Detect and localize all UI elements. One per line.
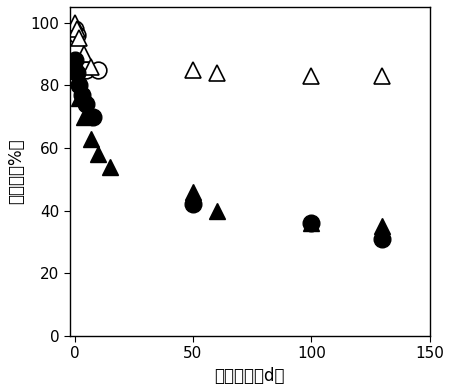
Y-axis label: 存活率（%）: 存活率（%） bbox=[7, 139, 25, 204]
X-axis label: 冻藏时间（d）: 冻藏时间（d） bbox=[215, 367, 285, 385]
